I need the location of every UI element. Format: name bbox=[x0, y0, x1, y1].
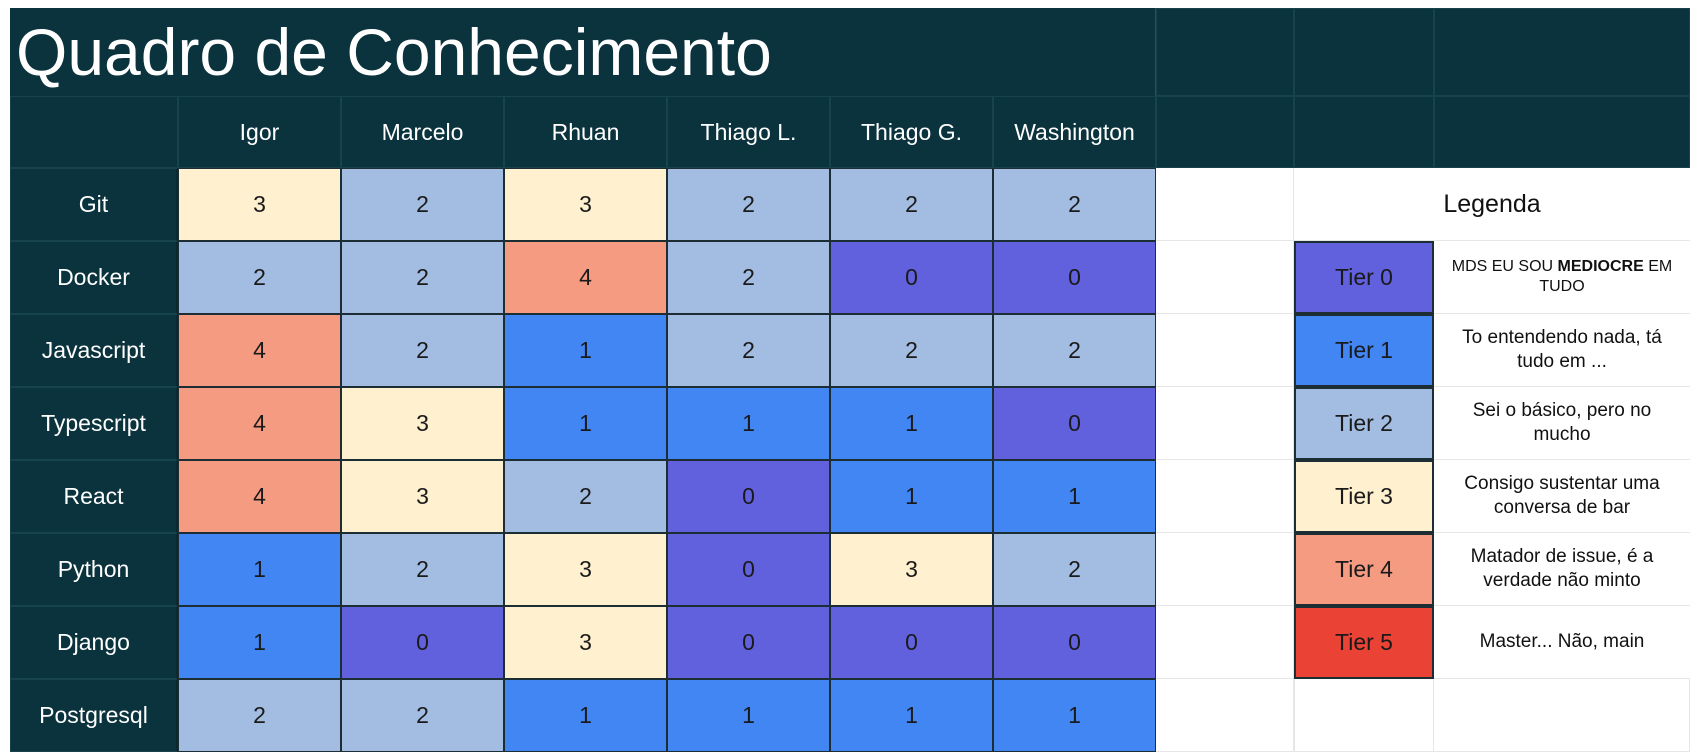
legend-tier-2[interactable]: Tier 2 bbox=[1294, 387, 1434, 460]
empty-cell[interactable] bbox=[1156, 533, 1294, 606]
legend-tier-3[interactable]: Tier 3 bbox=[1294, 460, 1434, 533]
score-cell[interactable]: 1 bbox=[178, 606, 341, 679]
score-cell[interactable]: 2 bbox=[341, 533, 504, 606]
corner-cell[interactable] bbox=[10, 96, 178, 168]
legend-desc-0[interactable]: MDS EU SOU MEDIOCRE EM TUDO bbox=[1434, 241, 1690, 314]
score-cell[interactable]: 2 bbox=[667, 168, 830, 241]
person-header[interactable]: Thiago L. bbox=[667, 96, 830, 168]
score-cell[interactable]: 0 bbox=[341, 606, 504, 679]
skill-label[interactable]: Docker bbox=[10, 241, 178, 314]
score-cell[interactable]: 1 bbox=[667, 679, 830, 752]
empty-cell[interactable] bbox=[1294, 679, 1434, 752]
empty-cell[interactable] bbox=[1156, 314, 1294, 387]
skill-label[interactable]: Postgresql bbox=[10, 679, 178, 752]
score-cell[interactable]: 3 bbox=[504, 533, 667, 606]
header-empty-cell[interactable] bbox=[1434, 8, 1690, 96]
score-cell[interactable]: 2 bbox=[993, 168, 1156, 241]
score-cell[interactable]: 0 bbox=[993, 387, 1156, 460]
score-cell[interactable]: 0 bbox=[993, 241, 1156, 314]
score-cell[interactable]: 2 bbox=[830, 168, 993, 241]
legend-desc-0-post: EM TUDO bbox=[1539, 258, 1673, 295]
score-cell[interactable]: 0 bbox=[667, 606, 830, 679]
score-cell[interactable]: 2 bbox=[178, 241, 341, 314]
score-cell[interactable]: 1 bbox=[667, 387, 830, 460]
person-header[interactable]: Thiago G. bbox=[830, 96, 993, 168]
score-cell[interactable]: 3 bbox=[178, 168, 341, 241]
page-title: Quadro de Conhecimento bbox=[10, 8, 1156, 96]
legend-tier-0[interactable]: Tier 0 bbox=[1294, 241, 1434, 314]
score-cell[interactable]: 3 bbox=[830, 533, 993, 606]
score-cell[interactable]: 1 bbox=[830, 460, 993, 533]
person-header[interactable]: Igor bbox=[178, 96, 341, 168]
person-header[interactable]: Washington bbox=[993, 96, 1156, 168]
score-cell[interactable]: 0 bbox=[993, 606, 1156, 679]
score-cell[interactable]: 1 bbox=[504, 679, 667, 752]
score-cell[interactable]: 3 bbox=[504, 168, 667, 241]
knowledge-sheet: Quadro de Conhecimento Igor Marcelo Rhua… bbox=[10, 8, 1696, 752]
empty-cell[interactable] bbox=[1156, 387, 1294, 460]
score-cell[interactable]: 2 bbox=[341, 314, 504, 387]
score-cell[interactable]: 1 bbox=[504, 387, 667, 460]
legend-tier-1[interactable]: Tier 1 bbox=[1294, 314, 1434, 387]
skill-label[interactable]: Django bbox=[10, 606, 178, 679]
score-cell[interactable]: 2 bbox=[993, 533, 1156, 606]
legend-desc-2[interactable]: Sei o básico, pero no mucho bbox=[1434, 387, 1690, 460]
score-cell[interactable]: 0 bbox=[830, 241, 993, 314]
legend-desc-0-bold: MEDIOCRE bbox=[1557, 258, 1644, 275]
legend-desc-5[interactable]: Master... Não, main bbox=[1434, 606, 1690, 679]
header-empty-cell[interactable] bbox=[1434, 96, 1690, 168]
header-empty-cell[interactable] bbox=[1156, 8, 1294, 96]
score-cell[interactable]: 2 bbox=[667, 314, 830, 387]
person-header[interactable]: Rhuan bbox=[504, 96, 667, 168]
skill-label[interactable]: Git bbox=[10, 168, 178, 241]
score-cell[interactable]: 1 bbox=[993, 460, 1156, 533]
score-cell[interactable]: 0 bbox=[667, 533, 830, 606]
score-cell[interactable]: 4 bbox=[178, 387, 341, 460]
legend-desc-4[interactable]: Matador de issue, é a verdade não minto bbox=[1434, 533, 1690, 606]
score-cell[interactable]: 2 bbox=[341, 168, 504, 241]
header-empty-cell[interactable] bbox=[1156, 96, 1294, 168]
score-cell[interactable]: 3 bbox=[341, 460, 504, 533]
empty-cell[interactable] bbox=[1156, 679, 1294, 752]
score-cell[interactable]: 0 bbox=[667, 460, 830, 533]
score-cell[interactable]: 1 bbox=[830, 387, 993, 460]
empty-cell[interactable] bbox=[1156, 606, 1294, 679]
header-empty-cell[interactable] bbox=[1294, 96, 1434, 168]
score-cell[interactable]: 2 bbox=[993, 314, 1156, 387]
legend-desc-0-pre: MDS EU SOU bbox=[1451, 258, 1558, 275]
score-cell[interactable]: 1 bbox=[993, 679, 1156, 752]
score-cell[interactable]: 1 bbox=[504, 314, 667, 387]
score-cell[interactable]: 2 bbox=[178, 679, 341, 752]
score-cell[interactable]: 2 bbox=[667, 241, 830, 314]
empty-cell[interactable] bbox=[1156, 168, 1294, 241]
score-cell[interactable]: 3 bbox=[504, 606, 667, 679]
score-cell[interactable]: 1 bbox=[178, 533, 341, 606]
score-cell[interactable]: 3 bbox=[341, 387, 504, 460]
skill-label[interactable]: Typescript bbox=[10, 387, 178, 460]
legend-tier-4[interactable]: Tier 4 bbox=[1294, 533, 1434, 606]
score-cell[interactable]: 2 bbox=[341, 241, 504, 314]
person-header[interactable]: Marcelo bbox=[341, 96, 504, 168]
score-cell[interactable]: 4 bbox=[504, 241, 667, 314]
score-cell[interactable]: 0 bbox=[830, 606, 993, 679]
score-cell[interactable]: 2 bbox=[504, 460, 667, 533]
empty-cell[interactable] bbox=[1434, 679, 1690, 752]
score-cell[interactable]: 2 bbox=[830, 314, 993, 387]
legend-tier-5[interactable]: Tier 5 bbox=[1294, 606, 1434, 679]
score-cell[interactable]: 4 bbox=[178, 314, 341, 387]
empty-cell[interactable] bbox=[1156, 241, 1294, 314]
skill-label[interactable]: Javascript bbox=[10, 314, 178, 387]
header-empty-cell[interactable] bbox=[1294, 8, 1434, 96]
score-cell[interactable]: 1 bbox=[830, 679, 993, 752]
legend-desc-3[interactable]: Consigo sustentar uma conversa de bar bbox=[1434, 460, 1690, 533]
legend-desc-1[interactable]: To entendendo nada, tá tudo em ... bbox=[1434, 314, 1690, 387]
skill-label[interactable]: React bbox=[10, 460, 178, 533]
score-cell[interactable]: 4 bbox=[178, 460, 341, 533]
skill-label[interactable]: Python bbox=[10, 533, 178, 606]
legend-title: Legenda bbox=[1294, 168, 1690, 241]
score-cell[interactable]: 2 bbox=[341, 679, 504, 752]
empty-cell[interactable] bbox=[1156, 460, 1294, 533]
